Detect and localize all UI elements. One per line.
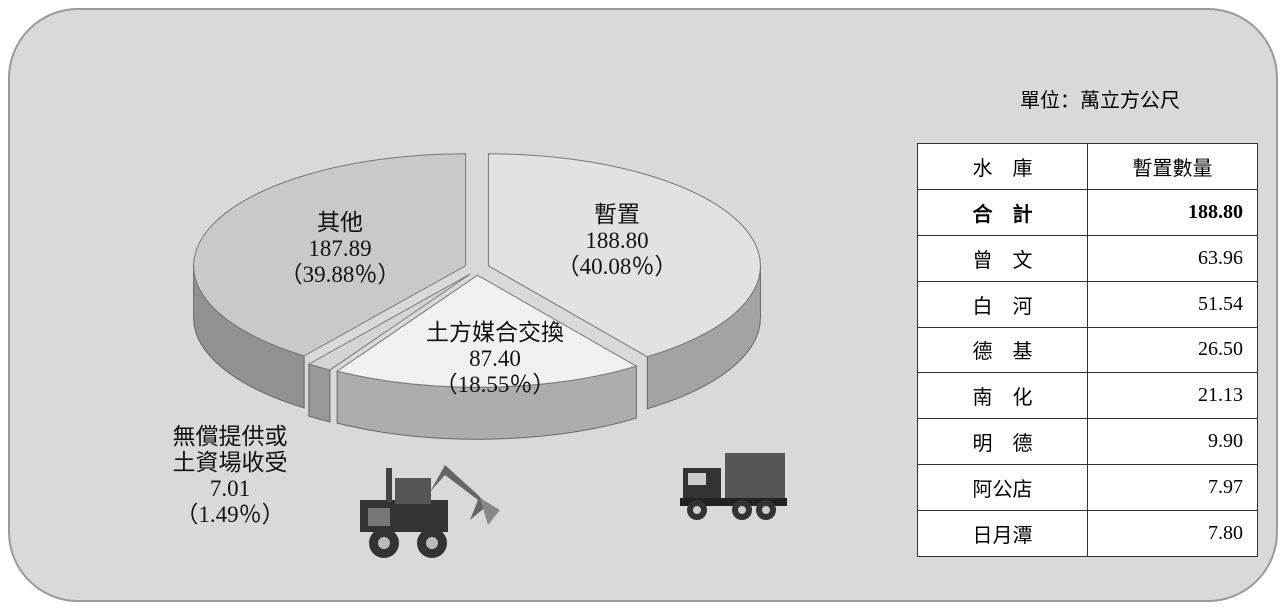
- percent-label: （39.88％）: [279, 262, 401, 287]
- excavator-icon: [360, 465, 500, 558]
- value-label: 187.89: [308, 236, 372, 261]
- truck-icon: [680, 453, 787, 520]
- name-cell: 明 德: [917, 418, 1088, 466]
- value-cell: 63.96: [1087, 234, 1258, 282]
- name-cell: 曾 文: [917, 234, 1088, 282]
- slice: [487, 153, 761, 358]
- table-header: 水 庫暫置數量: [917, 143, 1258, 190]
- name-cell: 白 河: [917, 280, 1088, 328]
- name-cell: 德 基: [917, 326, 1088, 374]
- table-row: 曾 文 63.96: [917, 234, 1258, 282]
- table-row: 白 河 51.54: [917, 280, 1258, 328]
- slice-label: 其他 187.89 （39.88％）: [280, 210, 401, 288]
- data-table: 水 庫暫置數量合 計 188.80 曾 文 63.96 白 河 51.54 德 基 26.50…: [917, 143, 1258, 557]
- slice: [193, 153, 467, 357]
- category-label: 其他: [317, 210, 363, 235]
- value-label: 188.80: [585, 228, 649, 253]
- name-cell: 合 計: [917, 188, 1088, 236]
- value-cell: 26.50: [1087, 326, 1258, 374]
- name-cell: 南 化: [917, 372, 1088, 420]
- table-row: 日月潭 7.80: [917, 510, 1258, 557]
- slice: [335, 274, 638, 388]
- table-row: 阿公店 7.97: [917, 464, 1258, 511]
- value-cell: 21.13: [1087, 372, 1258, 420]
- name-cell: 日月潭: [917, 510, 1088, 557]
- header-cell: 水 庫: [917, 143, 1088, 190]
- slice-label: 無償提供或土資場收受 7.01 （1.49％）: [165, 424, 295, 528]
- slice-side: [308, 363, 331, 423]
- header-cell: 暫置數量: [1087, 143, 1258, 190]
- percent-label: （18.55％）: [434, 372, 556, 397]
- table-row: 德 基 26.50: [917, 326, 1258, 374]
- category-label: 無償提供或土資場收受: [172, 424, 288, 475]
- slice: [307, 273, 471, 371]
- value-label: 7.01: [209, 476, 251, 501]
- slice-label: 土方媒合交換 87.40 （18.55％）: [426, 320, 564, 398]
- slice-label: 暫置 188.80 （40.08％）: [557, 202, 678, 280]
- category-label: 暫置: [594, 202, 640, 227]
- pie: [193, 153, 761, 440]
- value-label: 87.40: [469, 346, 521, 371]
- table-row: 南 化 21.13: [917, 372, 1258, 420]
- category-label: 土方媒合交換: [426, 320, 564, 345]
- value-cell: 51.54: [1087, 280, 1258, 328]
- table-row: 合 計 188.80: [917, 188, 1258, 236]
- value-cell: 7.80: [1087, 510, 1258, 557]
- unit-label: 單位：萬立方公尺: [1020, 90, 1180, 112]
- value-cell: 188.80: [1087, 188, 1258, 236]
- value-cell: 9.90: [1087, 418, 1258, 466]
- name-cell: 阿公店: [917, 464, 1088, 511]
- percent-label: （1.49％）: [175, 502, 285, 527]
- value-cell: 7.97: [1087, 464, 1258, 511]
- table-row: 明 德 9.90: [917, 418, 1258, 466]
- percent-label: （40.08％）: [556, 254, 678, 279]
